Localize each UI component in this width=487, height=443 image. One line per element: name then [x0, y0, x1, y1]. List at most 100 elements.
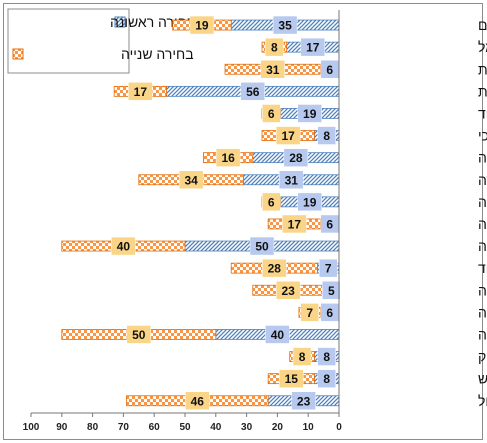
value-label-second-choice: 7: [306, 306, 313, 320]
category-label: הנדסת חשמל: [478, 39, 487, 55]
x-tick-label: 90: [56, 422, 68, 433]
value-box-second-choice: [178, 170, 204, 189]
x-tick-label: 20: [272, 422, 284, 433]
value-label-first-choice: 23: [297, 394, 311, 408]
value-box-first-choice: [240, 82, 266, 101]
category-label: פילוסופיה: [478, 304, 487, 320]
value-label-second-choice: 8: [271, 41, 278, 55]
value-label-first-choice: 56: [246, 85, 260, 99]
value-box-second-choice: [300, 303, 319, 322]
category-label: חינוך מיוחד: [478, 105, 487, 121]
value-box-second-choice: [261, 104, 281, 123]
value-box-first-choice: [322, 281, 341, 300]
value-box-first-choice: [300, 37, 326, 57]
category-label: הפרעות בתקשורת: [478, 83, 487, 99]
legend-label-second-choice: בחירה שנייה: [121, 46, 194, 62]
value-box-first-choice: [317, 369, 336, 388]
category-label: לקויות למידה: [478, 172, 487, 188]
value-label-second-choice: 40: [117, 240, 131, 254]
value-label-second-choice: 17: [282, 129, 296, 143]
value-box-first-choice: [297, 192, 322, 212]
value-box-second-choice: [262, 258, 287, 278]
value-box-second-choice: [275, 281, 301, 300]
value-label-second-choice: 50: [132, 328, 146, 342]
value-box-first-choice: [272, 15, 298, 35]
value-label-first-choice: 8: [323, 372, 330, 386]
category-label: מדעי הסביבה: [478, 194, 487, 210]
value-label-first-choice: 28: [289, 151, 303, 165]
x-tick-label: 0: [336, 422, 342, 433]
category-label: הנדסת מכונות: [478, 61, 487, 77]
value-label-second-choice: 46: [191, 394, 205, 408]
value-label-second-choice: 16: [221, 151, 235, 165]
x-tick-label: 30: [241, 422, 253, 433]
category-labels: הנדסת חומרים הנדסת חשמל הנדסת מכונות הפרעות…: [478, 17, 487, 409]
x-tick-label: 80: [87, 422, 99, 433]
value-label-second-choice: 6: [268, 107, 275, 121]
value-label-second-choice: 28: [268, 262, 282, 276]
value-label-first-choice: 19: [303, 195, 317, 209]
value-label-first-choice: 40: [271, 328, 285, 342]
category-label: תעשיה וניהול: [478, 393, 487, 409]
value-label-first-choice: 7: [325, 262, 332, 276]
category-label: פיזיותרפיה: [478, 282, 487, 298]
value-label-first-choice: 6: [326, 63, 333, 77]
value-box-second-choice: [128, 82, 153, 101]
value-label-second-choice: 8: [299, 350, 306, 364]
legend-box: [7, 8, 130, 74]
value-box-second-choice: [111, 236, 136, 256]
value-box-second-choice: [265, 37, 284, 57]
category-label: סיעוד: [478, 260, 487, 276]
value-box-first-choice: [291, 391, 316, 410]
value-label-first-choice: 5: [328, 284, 335, 298]
value-box-second-choice: [282, 214, 307, 234]
value-label-second-choice: 17: [288, 217, 302, 231]
category-label: ייעוץ חינוכי: [478, 128, 487, 144]
value-box-first-choice: [265, 325, 290, 344]
value-box-second-choice: [279, 369, 304, 388]
category-label: כלכלה: [478, 150, 487, 166]
value-box-second-choice: [215, 148, 241, 167]
value-box-second-choice: [185, 391, 210, 410]
value-box-second-choice: [260, 60, 286, 79]
value-box-first-choice: [283, 148, 309, 167]
x-tick-label: 70: [118, 422, 130, 433]
value-box-first-choice: [297, 104, 322, 123]
value-label-first-choice: 50: [255, 240, 269, 254]
value-label-first-choice: 31: [285, 173, 299, 187]
value-label-first-choice: 6: [326, 217, 333, 231]
value-box-first-choice: [317, 347, 336, 366]
value-label-first-choice: 35: [278, 19, 292, 33]
legend-swatch-first-choice: [114, 16, 126, 28]
value-label-first-choice: 6: [326, 306, 333, 320]
value-box-first-choice: [279, 170, 304, 189]
chart-frame: [3, 3, 483, 440]
value-label-first-choice: 8: [323, 350, 330, 364]
value-box-second-choice: [292, 347, 312, 366]
category-label: מתמטיקה: [478, 216, 487, 232]
x-tick-label: 50: [179, 422, 191, 433]
value-label-second-choice: 19: [195, 19, 209, 33]
category-label: שירותי אנוש: [478, 371, 487, 387]
value-label-second-choice: 15: [285, 372, 299, 386]
value-label-first-choice: 8: [323, 129, 330, 143]
value-label-second-choice: 31: [266, 63, 280, 77]
x-tick-label: 40: [210, 422, 222, 433]
value-label-first-choice: 17: [306, 41, 320, 55]
value-label-second-choice: 17: [134, 85, 148, 99]
value-box-second-choice: [275, 126, 301, 145]
legend-swatch-second-choice: [12, 48, 24, 60]
value-box-second-choice: [261, 192, 281, 212]
value-box-second-choice: [189, 15, 215, 35]
x-tick-label: 10: [303, 422, 315, 433]
value-box-first-choice: [318, 258, 338, 278]
x-tick-label: 100: [23, 422, 40, 433]
value-box-first-choice: [249, 236, 275, 256]
value-box-second-choice: [126, 325, 152, 344]
value-label-second-choice: 6: [268, 195, 275, 209]
category-label: סוציולוגיה: [478, 238, 487, 254]
value-box-first-choice: [317, 126, 336, 145]
value-label-first-choice: 19: [303, 107, 317, 121]
